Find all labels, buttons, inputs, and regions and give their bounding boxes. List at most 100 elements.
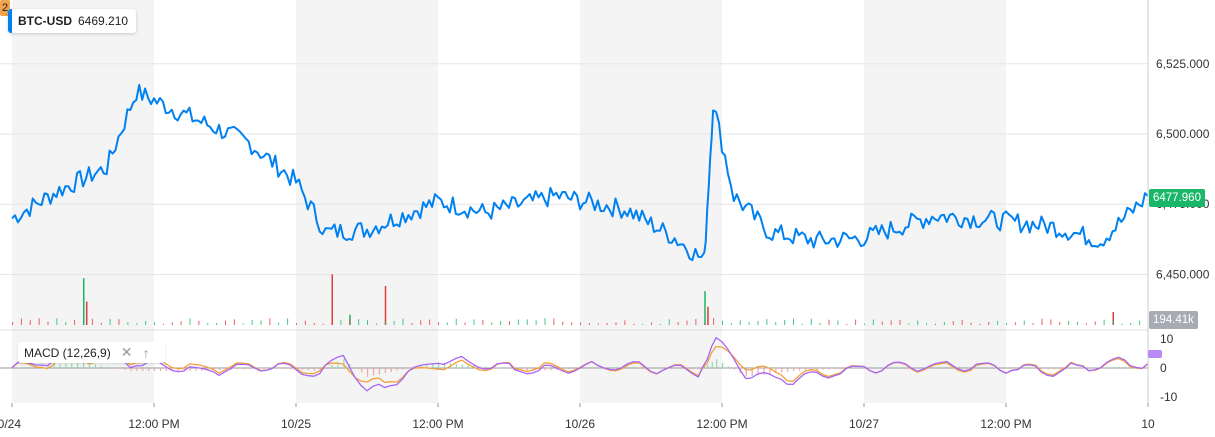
macd-histogram-bar [763,368,765,375]
arrow-up-icon[interactable]: ↑ [142,344,150,361]
volume-bar [757,320,759,325]
macd-histogram-bar [923,367,925,368]
macd-histogram-bar [59,364,61,368]
macd-histogram-bar [917,367,919,368]
macd-histogram-bar [958,366,960,368]
macd-histogram-bar [349,363,351,368]
volume-bar [225,320,226,325]
volume-bar [154,322,155,325]
volume-bar [349,318,351,325]
macd-histogram-bar [130,368,132,371]
macd-histogram-bar [899,367,901,368]
macd-histogram-bar [47,365,49,368]
volume-bar [429,319,431,325]
volume-bar [1121,323,1123,325]
volume-bar [961,319,963,325]
macd-histogram-bar [301,368,304,370]
macd-histogram-bar [402,368,404,370]
volume-bar [837,320,839,325]
macd-histogram-bar [1029,368,1031,369]
volume-bar [269,318,271,325]
macd-histogram-bar [118,368,120,369]
macd-histogram-bar [698,368,700,370]
macd-histogram-bar [798,368,801,371]
volume-bar [890,320,892,325]
macd-histogram-bar [935,366,937,368]
macd-histogram-bar [443,362,446,368]
macd-histogram-bar [810,368,812,371]
macd-histogram-bar [195,368,197,371]
volume-bar [260,320,262,325]
volume-bar [100,322,102,325]
macd-histogram-bar [550,368,552,371]
macd-histogram-bar [378,368,381,375]
macd-histogram-bar [290,368,292,370]
macd-histogram-bar [775,368,777,374]
macd-histogram-bar [1035,368,1037,369]
volume-bar [420,320,422,325]
volume-bar [588,322,590,325]
volume-bar [296,323,297,325]
macd-histogram-bar [455,363,457,368]
volume-bar [544,318,546,325]
macd-histogram-bar [976,367,978,368]
ticker-legend[interactable]: BTC-USD 6469.210 [8,9,137,33]
volume-bar [136,323,138,325]
macd-y-tick-label: 0 [1160,361,1167,375]
volume-bar [1112,312,1114,325]
macd-histogram-bar [911,367,913,368]
macd-histogram-bar [692,368,694,370]
series-color-swatch [8,9,12,33]
macd-histogram-bar [343,359,345,368]
volume-bar [535,320,537,325]
macd-histogram-bar [1041,368,1043,370]
x-tick-label: 12:00 PM [980,417,1031,431]
volume-bar [935,323,936,325]
macd-histogram-bar [313,368,315,371]
macd-histogram-bar [727,366,730,368]
macd-histogram-bar [71,363,73,368]
volume-bar [384,321,386,325]
volume-bar [917,320,919,325]
macd-histogram-bar [946,366,949,368]
volume-bar [473,319,475,325]
volume-bar [864,323,865,325]
macd-histogram-bar [615,367,617,368]
macd-histogram-bar [189,368,191,371]
volume-bar [304,320,306,325]
macd-histogram-bar [822,368,824,370]
volume-bar [1068,320,1070,325]
macd-histogram-bar [988,367,990,368]
volume-bar [713,318,715,325]
macd-histogram-bar [1112,367,1114,368]
volume-bar [482,319,484,325]
volume-bar [517,319,519,325]
macd-histogram-bar [201,368,203,371]
macd-histogram-bar [816,368,818,370]
macd-histogram-bar [479,365,481,368]
volume-bar [606,322,608,325]
volume-bar [83,318,84,325]
volume-bar [491,322,493,325]
macd-histogram-bar [331,365,333,368]
macd-histogram-bar [509,368,511,369]
volume-bar [730,323,732,325]
volume-bar [1077,321,1078,325]
volume-bar [775,322,777,325]
macd-histogram-bar [396,368,398,371]
macd-histogram-bar [834,368,836,370]
macd-histogram-bar [106,366,108,368]
macd-histogram-bar [970,366,972,368]
volume-bar [109,318,111,325]
macd-histogram-bar [136,368,138,371]
macd-histogram-bar [307,368,310,371]
volume-bar [784,320,786,325]
volume-bar [83,278,85,325]
macd-histogram-bar [627,366,629,368]
macd-y-tick-label: -10 [1160,390,1178,404]
close-icon[interactable]: ✕ [120,344,133,360]
day-band [864,0,1006,403]
volume-bar [1112,319,1114,325]
macd-legend: MACD (12,26,9) ✕ ↑ [18,342,166,363]
